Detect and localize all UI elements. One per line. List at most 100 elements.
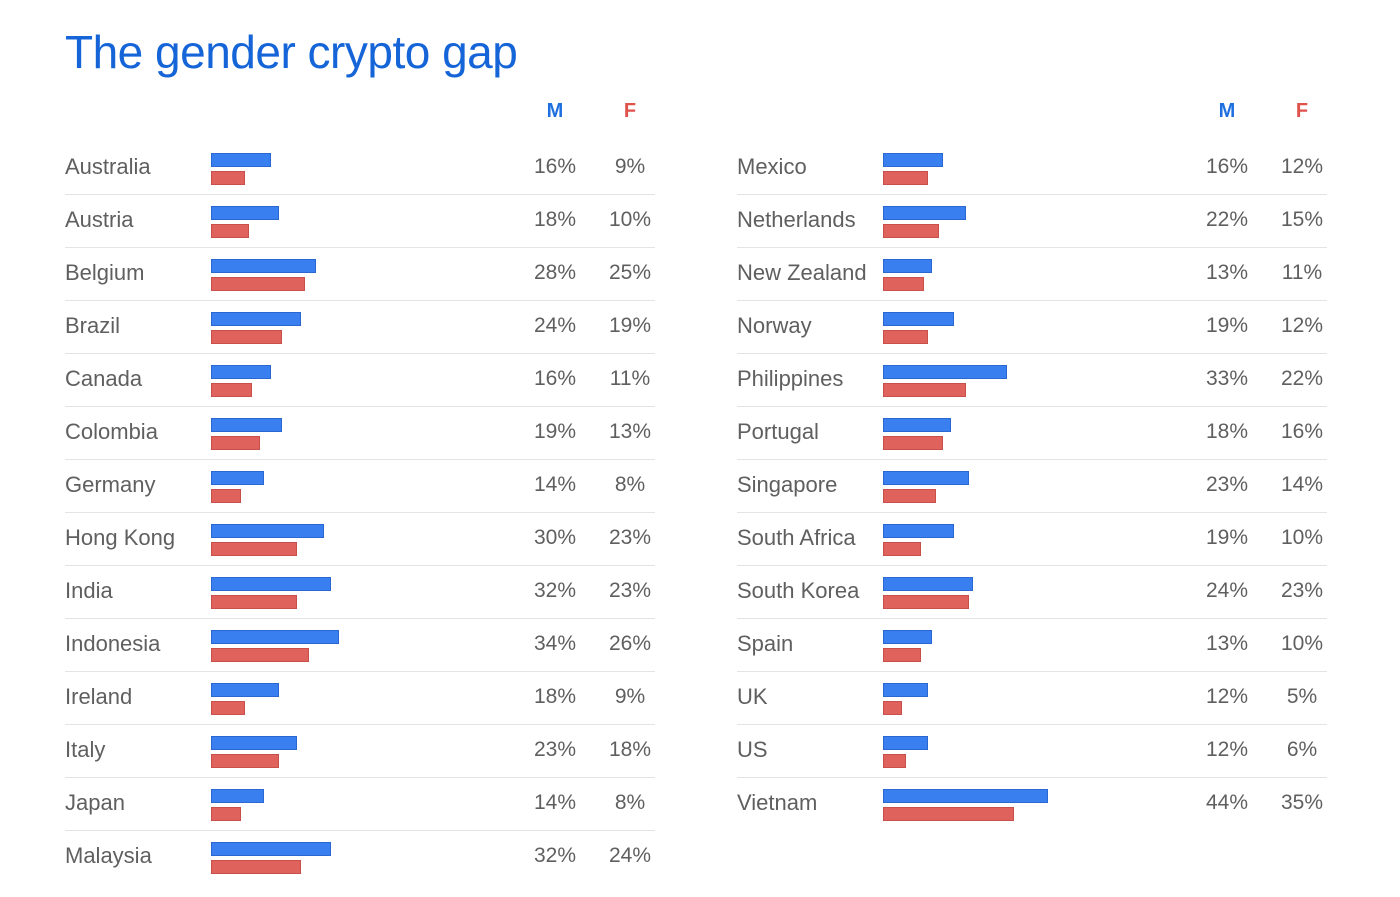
- table-row: Germany 14% 8%: [65, 460, 655, 513]
- country-label: South Korea: [737, 578, 860, 603]
- table-row: Austria 18% 10%: [65, 195, 655, 248]
- male-value: 19%: [1205, 314, 1249, 337]
- male-bar: [211, 206, 279, 220]
- country-label: Germany: [65, 472, 156, 497]
- male-bar: [211, 471, 264, 485]
- male-bar: [211, 418, 283, 432]
- country-label: Netherlands: [737, 207, 856, 232]
- table-row: Indonesia 34% 26%: [65, 619, 655, 672]
- female-bar: [211, 489, 241, 503]
- male-value: 24%: [1205, 579, 1249, 602]
- female-bar: [883, 595, 970, 609]
- male-bar: [883, 206, 966, 220]
- female-value: 12%: [1280, 314, 1324, 337]
- female-bar: [883, 171, 928, 185]
- country-label: Brazil: [65, 313, 121, 338]
- country-label: Canada: [65, 366, 143, 391]
- table-row: Brazil 24% 19%: [65, 301, 655, 354]
- country-label: Philippines: [737, 366, 844, 391]
- male-bar: [883, 312, 955, 326]
- country-label: Norway: [737, 313, 812, 338]
- female-bar: [211, 277, 305, 291]
- female-value: 16%: [1280, 420, 1324, 443]
- female-value: 23%: [608, 526, 652, 549]
- female-bar: [883, 754, 906, 768]
- table-row: India 32% 23%: [65, 566, 655, 619]
- country-label: Hong Kong: [65, 525, 176, 550]
- table-row: Mexico 16% 12%: [737, 142, 1327, 195]
- female-value: 35%: [1280, 791, 1324, 814]
- table-row: Philippines 33% 22%: [737, 354, 1327, 407]
- male-value: 18%: [1205, 420, 1249, 443]
- table-row: Canada 16% 11%: [65, 354, 655, 407]
- male-bar: [211, 630, 339, 644]
- country-rows: Australia 16% 9% Austria 18% 10% Belgium 28% 25%…: [65, 142, 655, 884]
- female-value: 23%: [608, 579, 652, 602]
- female-value: 9%: [614, 685, 646, 708]
- female-bar: [211, 224, 249, 238]
- female-bar: [211, 383, 253, 397]
- male-value: 34%: [533, 632, 577, 655]
- male-bar: [883, 789, 1048, 803]
- table-row: South Korea 24% 23%: [737, 566, 1327, 619]
- male-column-header: M: [546, 100, 564, 122]
- male-bar: [883, 524, 955, 538]
- female-bar: [211, 860, 301, 874]
- female-value: 19%: [608, 314, 652, 337]
- male-bar: [211, 683, 279, 697]
- male-bar: [883, 736, 928, 750]
- male-value: 13%: [1205, 261, 1249, 284]
- male-value: 18%: [533, 208, 577, 231]
- male-bar: [883, 418, 951, 432]
- country-label: Mexico: [737, 154, 807, 179]
- male-bar: [883, 365, 1007, 379]
- female-bar: [883, 489, 936, 503]
- female-value: 15%: [1280, 208, 1324, 231]
- country-label: South Africa: [737, 525, 856, 550]
- male-value: 30%: [533, 526, 577, 549]
- male-value: 14%: [533, 473, 577, 496]
- female-value: 23%: [1280, 579, 1324, 602]
- male-bar: [211, 736, 298, 750]
- female-value: 13%: [608, 420, 652, 443]
- country-label: Indonesia: [65, 631, 161, 656]
- male-value: 32%: [533, 844, 577, 867]
- female-value: 5%: [1286, 685, 1318, 708]
- male-bar: [211, 577, 331, 591]
- male-bar: [211, 524, 324, 538]
- male-bar: [883, 630, 932, 644]
- female-value: 11%: [609, 367, 651, 390]
- country-rows: Mexico 16% 12% Netherlands 22% 15% New Zealand…: [737, 142, 1327, 831]
- female-bar: [211, 754, 279, 768]
- female-bar: [883, 383, 966, 397]
- male-bar: [211, 789, 264, 803]
- table-row: Hong Kong 30% 23%: [65, 513, 655, 566]
- table-row: US 12% 6%: [737, 725, 1327, 778]
- male-value: 13%: [1205, 632, 1249, 655]
- male-value: 16%: [533, 367, 577, 390]
- country-label: New Zealand: [737, 260, 867, 285]
- female-value: 11%: [1281, 261, 1323, 284]
- country-label: Austria: [65, 207, 134, 232]
- female-value: 14%: [1280, 473, 1324, 496]
- table-row: Netherlands 22% 15%: [737, 195, 1327, 248]
- table-row: New Zealand 13% 11%: [737, 248, 1327, 301]
- male-bar: [883, 259, 932, 273]
- female-value: 10%: [1280, 526, 1324, 549]
- country-label: Ireland: [65, 684, 133, 709]
- country-label: Singapore: [737, 472, 838, 497]
- female-column-header: F: [623, 100, 637, 122]
- female-bar: [211, 595, 298, 609]
- country-label: Colombia: [65, 419, 158, 444]
- table-row: Spain 13% 10%: [737, 619, 1327, 672]
- male-value: 28%: [533, 261, 577, 284]
- female-value: 22%: [1280, 367, 1324, 390]
- female-bar: [883, 277, 925, 291]
- male-column-header: M: [1218, 100, 1236, 122]
- male-bar: [211, 312, 301, 326]
- chart-title: The gender crypto gap: [65, 26, 518, 78]
- male-value: 19%: [1205, 526, 1249, 549]
- female-value: 18%: [608, 738, 652, 761]
- country-label: Spain: [737, 631, 794, 656]
- female-value: 26%: [608, 632, 652, 655]
